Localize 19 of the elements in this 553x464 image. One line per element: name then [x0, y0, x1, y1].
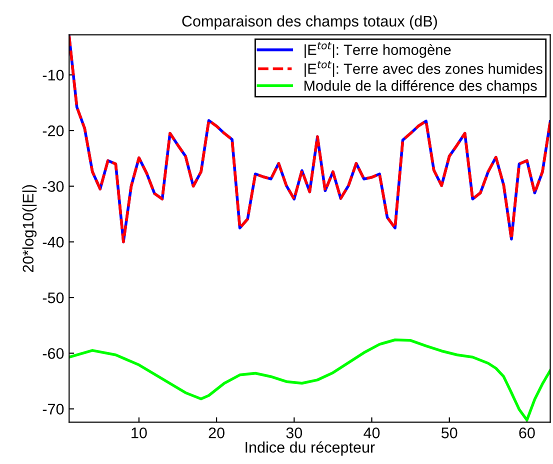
y-tick-label: -10 — [42, 70, 64, 81]
y-tick-label: -40 — [42, 236, 64, 248]
x-tick-label: 30 — [286, 428, 302, 438]
chart-title: Comparaison des champs totaux (dB) — [182, 15, 437, 30]
legend-label: Module de la différence des champs — [304, 80, 537, 94]
legend-label: |E$^{tot}$|: Terre homogène — [304, 42, 451, 58]
legend-label: |E$^{tot}$|: Terre avec des zones humides — [304, 61, 542, 77]
y-axis-title: 20*log10(|E|) — [22, 185, 37, 272]
x-tick-label: 40 — [364, 428, 380, 438]
x-tick-label: 60 — [519, 428, 535, 438]
x-tick-label: 50 — [441, 428, 458, 438]
y-tick-label: -70 — [42, 404, 64, 415]
y-tick-label: -20 — [42, 125, 64, 136]
y-tick-label: -30 — [42, 181, 64, 192]
x-tick-label: 20 — [208, 428, 224, 438]
x-axis-title: Indice du récepteur — [246, 441, 375, 456]
x-tick-label: 10 — [132, 428, 147, 438]
y-tick-label: -50 — [42, 292, 64, 304]
y-tick-label: -60 — [42, 348, 64, 359]
